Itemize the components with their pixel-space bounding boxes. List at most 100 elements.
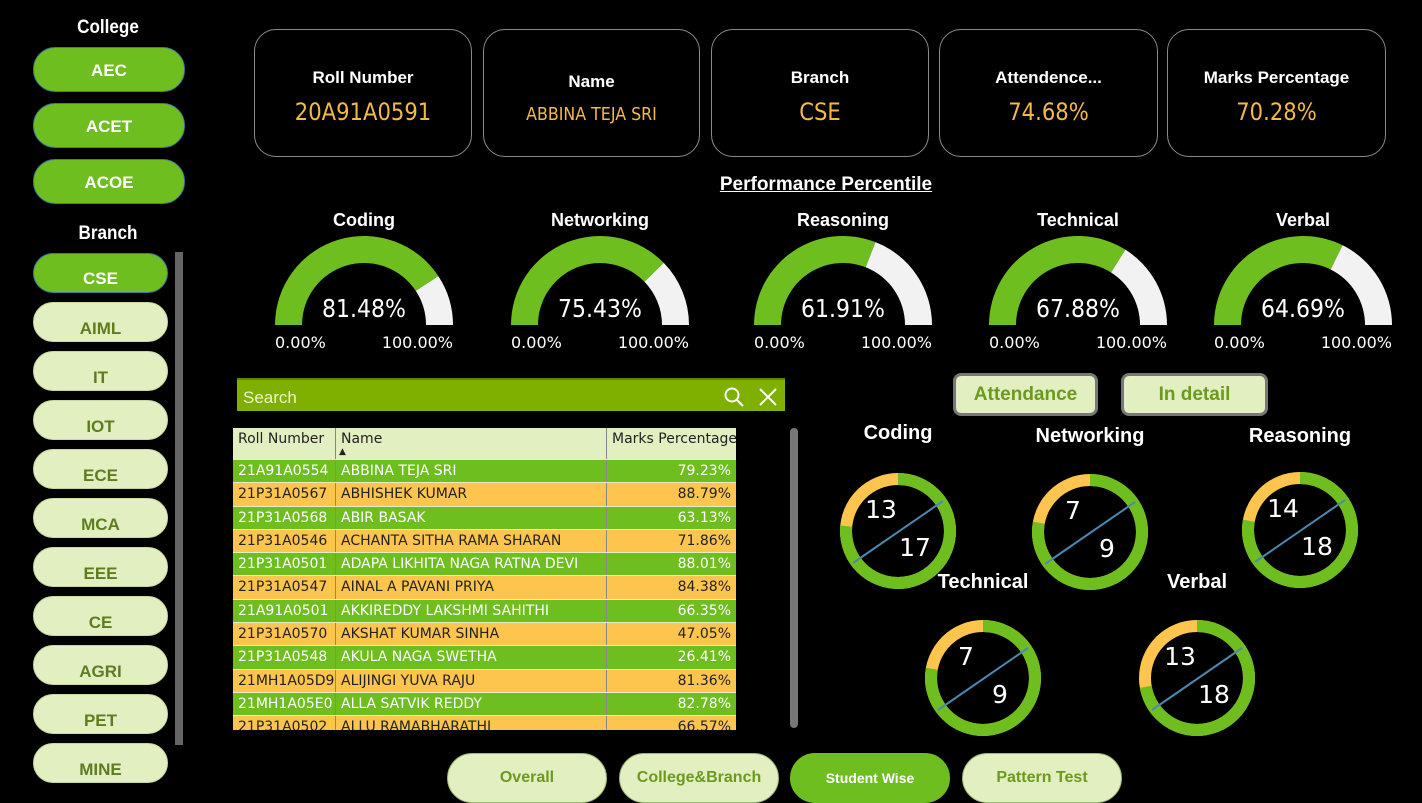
branch-it[interactable]: IT xyxy=(33,351,168,391)
tab-pattern-test[interactable]: Pattern Test xyxy=(962,753,1122,803)
name-cell: ADAPA LIKHITA NAGA RATNA DEVI xyxy=(336,553,607,576)
gauge-max: 100.00% xyxy=(381,333,453,352)
column-header-label: Roll Number xyxy=(238,431,325,447)
branch-scrollbar[interactable] xyxy=(175,252,183,745)
column-header[interactable]: Marks Percentage xyxy=(607,428,736,459)
donut-score-value: 13 xyxy=(865,495,897,524)
table-row[interactable]: 21A91A0501 AKKIREDDY LAKSHMI SAHITHI 66.35… xyxy=(233,599,736,624)
table-row[interactable]: 21P31A0502 ALLU RAMABHARATHI 66.57% xyxy=(233,716,736,730)
card-branch: Branch CSE xyxy=(711,29,929,157)
branch-cse[interactable]: CSE xyxy=(33,253,168,293)
donut-title: Technical xyxy=(937,571,1029,593)
branch-mca[interactable]: MCA xyxy=(33,498,168,538)
marks-cell: 79.23% xyxy=(677,463,731,479)
search-input[interactable] xyxy=(237,380,697,416)
branch-agri[interactable]: AGRI xyxy=(33,645,168,685)
gauge-min: 0.00% xyxy=(754,333,805,352)
gauge-value: 64.69% xyxy=(1261,294,1345,323)
divider-line xyxy=(937,647,1029,711)
roll-number-cell: 21P31A0570 xyxy=(233,623,336,646)
divider-line xyxy=(1254,499,1346,563)
table-row[interactable]: 21A91A0554 ABBINA TEJA SRI 79.23% xyxy=(233,460,736,484)
donut-title: Networking xyxy=(1035,425,1145,447)
college-title: College xyxy=(77,17,139,38)
gauge-reasoning: Reasoning 61.91% 0.00% 100.00% xyxy=(743,208,943,358)
gauge-max: 100.00% xyxy=(1095,333,1167,352)
table-row[interactable]: 21P31A0570 AKSHAT KUMAR SINHA 47.05% xyxy=(233,623,736,647)
name-cell: AKKIREDDY LAKSHMI SAHITHI xyxy=(336,599,607,623)
roll-number-cell: 21P31A0547 xyxy=(233,576,336,599)
card-label: Name xyxy=(568,72,615,91)
in-detail-button[interactable]: In detail xyxy=(1121,373,1268,416)
tab-overall[interactable]: Overall xyxy=(447,753,607,803)
donut-networking: 79 xyxy=(1032,474,1148,590)
college-acoe[interactable]: ACOE xyxy=(33,159,185,204)
gauge-min: 0.00% xyxy=(511,333,562,352)
branch-ce[interactable]: CE xyxy=(33,596,168,636)
marks-cell: 81.36% xyxy=(677,672,731,689)
close-icon[interactable] xyxy=(757,386,779,408)
name-cell: ALIJINGI YUVA RAJU xyxy=(336,669,607,692)
donut-score-value: 13 xyxy=(1164,642,1196,671)
college-aec[interactable]: AEC xyxy=(33,47,185,92)
marks-cell: 84.38% xyxy=(677,579,731,596)
marks-cell: 47.05% xyxy=(677,626,731,643)
table-row[interactable]: 21P31A0567 ABHISHEK KUMAR 88.79% xyxy=(233,483,736,507)
attendance-button[interactable]: Attendance xyxy=(953,373,1098,416)
roll-number-cell: 21P31A0548 xyxy=(233,646,336,669)
marks-cell: 66.35% xyxy=(677,602,731,619)
branch-iot[interactable]: IOT xyxy=(33,400,168,440)
donut-total-value: 9 xyxy=(1099,534,1115,563)
column-header[interactable]: Name ▲ xyxy=(336,428,607,459)
name-cell: ABIR BASAK xyxy=(336,506,607,529)
donut-title: Verbal xyxy=(1166,571,1228,593)
gauge-max: 100.00% xyxy=(617,333,689,352)
donut-score xyxy=(1139,620,1255,736)
sort-ascending-icon: ▲ xyxy=(339,447,346,457)
tab-college-branch[interactable]: College&Branch xyxy=(619,753,779,803)
donut-score-value: 14 xyxy=(1267,494,1299,523)
card-value: 74.68% xyxy=(1008,98,1089,126)
table-row[interactable]: 21P31A0548 AKULA NAGA SWETHA 26.41% xyxy=(233,646,736,670)
column-header[interactable]: Roll Number xyxy=(233,428,336,459)
name-cell: ACHANTA SITHA RAMA SHARAN xyxy=(336,529,607,553)
donut-score xyxy=(1032,474,1148,590)
divider-line xyxy=(852,500,944,564)
roll-number-cell: 21P31A0502 xyxy=(233,716,336,730)
table-scrollbar[interactable] xyxy=(790,428,798,728)
donut-total-value: 18 xyxy=(1301,532,1333,561)
name-cell: ALLA SATVIK REDDY xyxy=(336,692,607,716)
donut-total-value: 9 xyxy=(992,680,1008,709)
branch-ece[interactable]: ECE xyxy=(33,449,168,489)
marks-cell: 88.79% xyxy=(677,486,731,503)
table-row[interactable]: 21P31A0546 ACHANTA SITHA RAMA SHARAN 71.86… xyxy=(233,529,736,554)
college-acet[interactable]: ACET xyxy=(33,103,185,148)
tab-student-wise[interactable]: Student Wise xyxy=(790,753,950,803)
card-value: CSE xyxy=(799,98,841,126)
card-name: Name ABBINA TEJA SRI xyxy=(483,29,700,157)
branch-pet[interactable]: PET xyxy=(33,694,168,734)
roll-number-cell: 21P31A0501 xyxy=(233,553,336,576)
search-icon[interactable] xyxy=(723,386,745,408)
table-row[interactable]: 21MH1A05E0 ALLA SATVIK REDDY 82.78% xyxy=(233,692,736,717)
branch-aiml[interactable]: AIML xyxy=(33,302,168,342)
table-row[interactable]: 21P31A0501 ADAPA LIKHITA NAGA RATNA DEVI 8… xyxy=(233,553,736,577)
gauge-track xyxy=(865,242,932,325)
table-row[interactable]: 21MH1A05D9 ALIJINGI YUVA RAJU 81.36% xyxy=(233,669,736,693)
roll-number-cell: 21P31A0568 xyxy=(233,506,336,529)
table-row[interactable]: 21P31A0568 ABIR BASAK 63.13% xyxy=(233,506,736,530)
divider-line xyxy=(1044,501,1136,565)
donut-score-value: 7 xyxy=(958,642,974,671)
table-row[interactable]: 21P31A0547 AINAL A PAVANI PRIYA 84.38% xyxy=(233,576,736,600)
name-cell: AKULA NAGA SWETHA xyxy=(336,646,607,669)
card-value: 20A91A0591 xyxy=(294,98,432,126)
gauge-title: Technical xyxy=(1037,210,1119,230)
gauge-fill xyxy=(511,235,664,325)
branch-mine[interactable]: MINE xyxy=(33,743,168,783)
donut-score-value: 7 xyxy=(1065,496,1081,525)
gauge-technical: Technical 67.88% 0.00% 100.00% xyxy=(978,208,1178,358)
branch-eee[interactable]: EEE xyxy=(33,547,168,587)
gauge-title: Verbal xyxy=(1275,210,1331,230)
